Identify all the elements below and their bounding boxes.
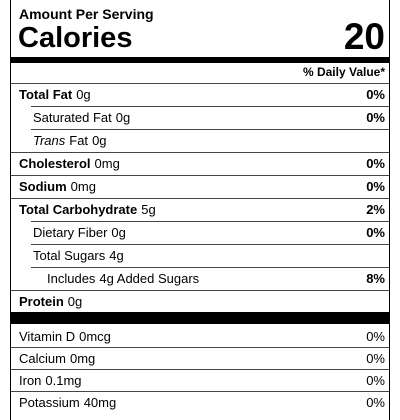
- nutrient-amount: 0g: [67, 294, 83, 309]
- nutrient-name: Calcium: [19, 351, 66, 366]
- nutrient-row: Total Fat 0g 0%: [11, 83, 389, 106]
- nutrient-amount: 0mg: [94, 156, 120, 171]
- nutrient-row: Total Sugars 4g: [11, 244, 389, 267]
- nutrient-name: Calcium 0mg: [19, 351, 95, 366]
- nutrient-amount: 5g: [141, 202, 156, 217]
- rule: [11, 198, 389, 199]
- nutrient-name: Cholesterol 0mg: [19, 156, 120, 171]
- rule: [11, 347, 389, 348]
- nutrient-name: Sodium: [19, 179, 67, 194]
- nutrient-amount: 0.1mg: [45, 373, 82, 388]
- daily-value: 2%: [366, 202, 385, 217]
- rule: [31, 267, 389, 268]
- nutrient-amount: 40mg: [83, 395, 117, 410]
- rule: [11, 290, 389, 291]
- nutrient-name: Trans Fat 0g: [33, 133, 107, 148]
- nutrient-name-italic: Trans: [33, 133, 66, 148]
- nutrient-name: Total Sugars 4g: [33, 248, 124, 263]
- nutrient-name: Protein 0g: [19, 294, 82, 309]
- nutrient-name: Saturated Fat 0g: [33, 110, 130, 125]
- nutrient-row: Cholesterol 0mg 0%: [11, 152, 389, 175]
- serving-label: Amount Per Serving: [19, 6, 154, 22]
- nutrient-row: Sodium 0mg 0%: [11, 175, 389, 198]
- nutrient-amount: 0mg: [70, 179, 96, 194]
- daily-value: 0%: [366, 179, 385, 194]
- nutrition-label: Amount Per Serving Calories 20 % Daily V…: [10, 0, 390, 420]
- calories-value: 20: [343, 16, 385, 57]
- nutrient-amount: 4g: [109, 248, 124, 263]
- nutrient-name: Sodium 0mg: [19, 179, 96, 194]
- rule: [31, 221, 389, 222]
- daily-value: 0%: [366, 156, 385, 171]
- nutrient-row: Saturated Fat 0g 0%: [11, 106, 389, 129]
- nutrient-name: Potassium 40mg: [19, 395, 116, 410]
- rule: [31, 244, 389, 245]
- nutrient-amount: 4g Added Sugars: [99, 271, 200, 286]
- nutrient-row: Includes 4g Added Sugars 8%: [11, 267, 389, 290]
- rule: [11, 152, 389, 153]
- nutrient-name: Cholesterol: [19, 156, 91, 171]
- nutrient-row: Vitamin D 0mcg 0%: [11, 325, 389, 347]
- nutrient-name: Total Fat: [19, 87, 73, 102]
- rule: [11, 391, 389, 392]
- rule: [11, 369, 389, 370]
- nutrient-name: Vitamin D 0mcg: [19, 329, 111, 344]
- calories-label: Calories: [18, 22, 133, 54]
- nutrient-name: Dietary Fiber 0g: [33, 225, 126, 240]
- page: Amount Per Serving Calories 20 % Daily V…: [10, 0, 390, 420]
- nutrient-row: Dietary Fiber 0g 0%: [11, 221, 389, 244]
- daily-value: 0%: [366, 373, 385, 388]
- rule: [31, 106, 389, 107]
- thick-rule: [11, 57, 389, 63]
- nutrient-name: Total Carbohydrate 5g: [19, 202, 156, 217]
- nutrient-row: Trans Fat 0g: [11, 129, 389, 152]
- thick-rule: [11, 312, 389, 324]
- daily-value: 0%: [366, 110, 385, 125]
- nutrient-name: Fat: [69, 133, 89, 148]
- nutrient-row: Protein 0g: [11, 290, 389, 313]
- nutrient-name: Includes: [47, 271, 96, 286]
- nutrient-row: Iron 0.1mg 0%: [11, 369, 389, 391]
- nutrient-amount: 0mg: [69, 351, 96, 366]
- rule: [11, 83, 389, 84]
- nutrient-amount: 0g: [115, 110, 131, 125]
- nutrient-name: Total Fat 0g: [19, 87, 91, 102]
- daily-value: 0%: [366, 329, 385, 344]
- nutrient-amount: 0g: [76, 87, 91, 102]
- nutrient-row: Calcium 0mg 0%: [11, 347, 389, 369]
- daily-value: 0%: [366, 395, 385, 410]
- daily-value-header: % Daily Value*: [302, 65, 385, 79]
- daily-value: 0%: [366, 87, 385, 102]
- nutrient-name: Vitamin D: [19, 329, 76, 344]
- nutrient-name: Dietary Fiber: [33, 225, 108, 240]
- rule: [31, 129, 389, 130]
- daily-value: 8%: [366, 271, 385, 286]
- nutrient-row: Potassium 40mg 0%: [11, 391, 389, 413]
- daily-value: 0%: [366, 225, 385, 240]
- nutrient-name: Potassium: [19, 395, 80, 410]
- nutrient-name: Includes 4g Added Sugars: [47, 271, 199, 286]
- nutrient-name: Saturated Fat: [33, 110, 112, 125]
- nutrient-name: Protein: [19, 294, 64, 309]
- rule: [11, 175, 389, 176]
- nutrient-name: Total Carbohydrate: [19, 202, 138, 217]
- nutrient-amount: 0g: [111, 225, 126, 240]
- nutrient-row: Total Carbohydrate 5g 2%: [11, 198, 389, 221]
- nutrient-amount: 0mcg: [79, 329, 111, 344]
- nutrient-name: Iron 0.1mg: [19, 373, 82, 388]
- nutrient-amount: 0g: [92, 133, 107, 148]
- daily-value: 0%: [366, 351, 385, 366]
- nutrient-name: Total Sugars: [33, 248, 106, 263]
- nutrient-name: Iron: [19, 373, 42, 388]
